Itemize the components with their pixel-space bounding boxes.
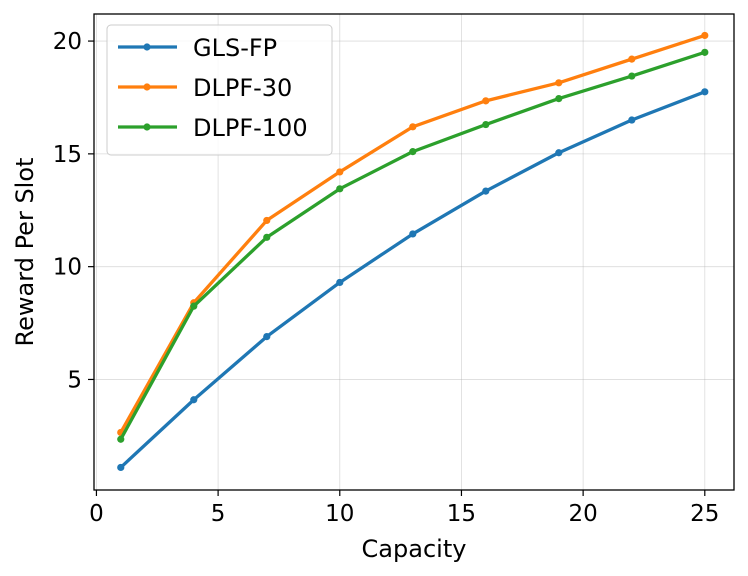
data-point bbox=[628, 72, 636, 80]
legend-item: GLS-FP bbox=[118, 34, 277, 62]
series-dlpf-30 bbox=[117, 31, 709, 437]
x-tick-label: 5 bbox=[211, 501, 226, 527]
plot-frame bbox=[93, 13, 735, 491]
y-tick-label: 5 bbox=[67, 367, 82, 393]
legend-label: DLPF-30 bbox=[193, 74, 292, 102]
data-point bbox=[409, 230, 417, 238]
x-tick-label: 10 bbox=[325, 501, 354, 527]
data-point bbox=[117, 435, 125, 443]
data-point bbox=[409, 148, 417, 156]
data-point bbox=[701, 31, 709, 40]
data-point bbox=[482, 120, 490, 129]
legend-marker bbox=[143, 83, 151, 91]
legend-item: DLPF-100 bbox=[118, 114, 308, 142]
data-point bbox=[701, 48, 709, 56]
data-point bbox=[701, 88, 709, 96]
y-tick-label: 10 bbox=[53, 255, 82, 281]
data-point bbox=[190, 396, 198, 404]
data-point bbox=[263, 216, 271, 225]
series-gls-fp bbox=[117, 88, 709, 472]
data-point bbox=[409, 123, 417, 131]
legend-marker bbox=[143, 43, 151, 51]
data-point bbox=[336, 278, 344, 287]
data-point bbox=[628, 55, 636, 63]
x-tick-label: 15 bbox=[447, 501, 476, 527]
data-point bbox=[555, 149, 563, 157]
series-layer bbox=[117, 31, 709, 472]
x-axis-title: Capacity bbox=[362, 535, 467, 563]
data-point bbox=[263, 332, 271, 341]
data-point bbox=[263, 233, 271, 241]
data-point bbox=[482, 187, 490, 195]
legend-marker bbox=[143, 123, 151, 131]
legend-label: GLS-FP bbox=[193, 34, 277, 62]
y-tick-label: 15 bbox=[53, 142, 82, 168]
legend-box bbox=[106, 24, 333, 156]
data-point bbox=[482, 97, 490, 105]
data-point bbox=[555, 79, 563, 87]
legend-item: DLPF-30 bbox=[118, 74, 292, 102]
legend-label: DLPF-100 bbox=[193, 114, 308, 142]
data-point bbox=[190, 302, 198, 310]
legend: GLS-FP DLPF-30 DLPF-100 bbox=[106, 24, 333, 156]
data-point bbox=[336, 185, 344, 193]
data-point bbox=[336, 168, 344, 176]
data-point bbox=[555, 94, 563, 103]
y-axis-title: Reward Per Slot bbox=[11, 158, 39, 347]
ticks: 0 5 10 15 20 25 5 10 15 20 bbox=[53, 29, 720, 527]
data-point bbox=[628, 116, 636, 124]
x-tick-label: 0 bbox=[89, 501, 104, 527]
data-point bbox=[117, 463, 125, 472]
y-tick-label: 20 bbox=[53, 29, 82, 55]
x-tick-label: 25 bbox=[690, 501, 719, 527]
x-tick-label: 20 bbox=[568, 501, 597, 527]
series-dlpf-100 bbox=[117, 48, 709, 443]
